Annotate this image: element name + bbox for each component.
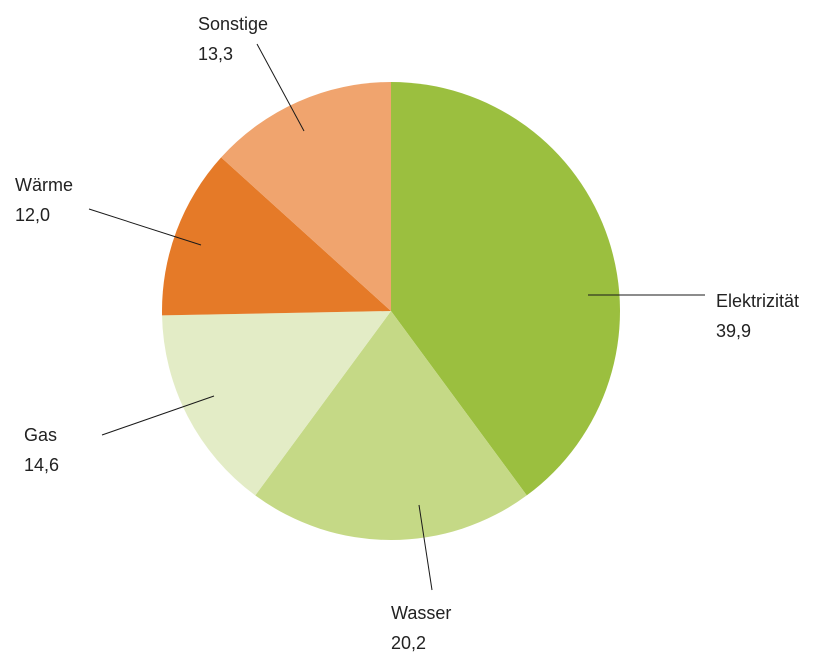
pie-slice-elektrizitaet <box>391 82 621 496</box>
pie-slice-wasser <box>255 311 527 541</box>
pie-slice-waerme <box>161 157 391 316</box>
leader-line-sonstige <box>256 43 305 132</box>
leader-line-waerme <box>88 208 202 246</box>
slice-label-elektrizitaet: Elektrizität <box>716 291 799 311</box>
slice-value-elektrizitaet: 39,9 <box>716 321 751 341</box>
slice-label-waerme: Wärme <box>15 175 73 195</box>
pie-slice-sonstige <box>221 81 391 311</box>
slice-label-wasser: Wasser <box>391 603 451 623</box>
pie-slices <box>161 81 621 541</box>
pie-slice-gas <box>162 311 391 496</box>
slice-labels: Elektrizität 39,9 Wasser 20,2 Gas 14,6 Wärme 12… <box>15 14 799 653</box>
slice-value-sonstige: 13,3 <box>198 44 233 64</box>
slice-label-gas: Gas <box>24 425 57 445</box>
slice-value-gas: 14,6 <box>24 455 59 475</box>
leader-lines <box>88 43 705 591</box>
slice-value-waerme: 12,0 <box>15 205 50 225</box>
slice-value-wasser: 20,2 <box>391 633 426 653</box>
slice-label-sonstige: Sonstige <box>198 14 268 34</box>
leader-line-wasser <box>418 504 433 591</box>
leader-line-gas <box>101 395 215 436</box>
